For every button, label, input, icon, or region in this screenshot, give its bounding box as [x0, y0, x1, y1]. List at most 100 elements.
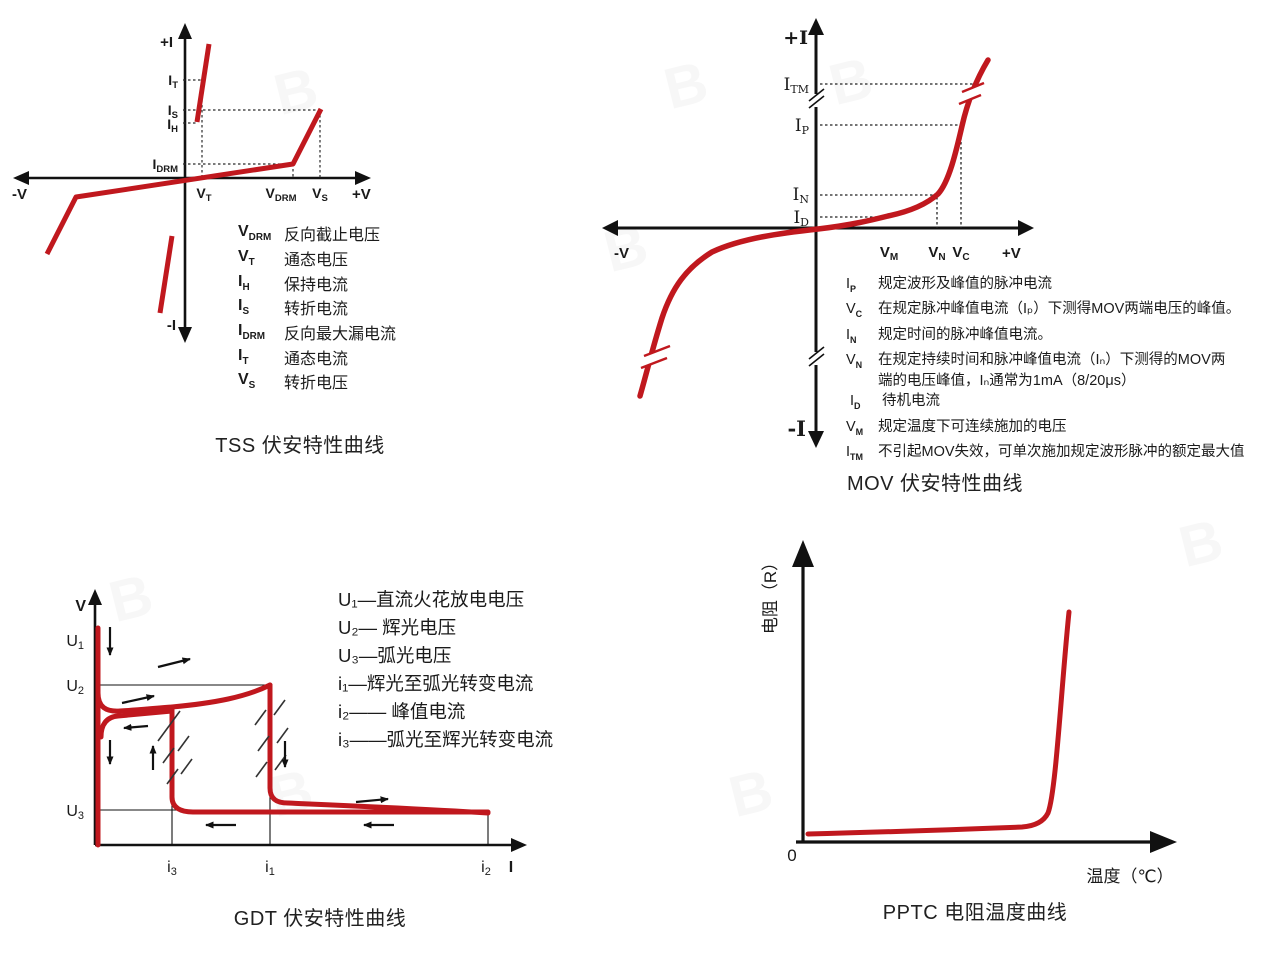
- tss-tick-labels: IT IS IH IDRM VT VDRM VS: [152, 72, 327, 204]
- gdt-tick-labels: U1 U2 U3 i3 i1 i2: [66, 633, 491, 878]
- legend-row: IDRM 反向最大漏电流: [238, 320, 538, 345]
- legend-symbol: V: [846, 418, 856, 435]
- tick-vs: VS: [312, 185, 328, 204]
- tss-plot: +I -I -V +V IT IS IH IDRM VT VDRM VS: [12, 23, 371, 343]
- legend-desc: 规定时间的脉冲峰值电流。: [878, 326, 1052, 343]
- tick-it: IT: [168, 72, 178, 91]
- legend-row: IP 规定波形及峰值的脉冲电流: [846, 274, 1258, 299]
- mov-label-plus-v: +V: [1002, 245, 1021, 262]
- legend-row: VDRM 反向截止电压: [238, 221, 538, 246]
- tick-id: ID: [793, 208, 809, 229]
- legend-row: IN 规定时间的脉冲峰值电流。: [846, 325, 1258, 350]
- mov-y-tick-labels: ITM IP IN ID: [784, 75, 810, 229]
- gdt-label-v: V: [75, 598, 86, 615]
- gdt-axes: [93, 599, 516, 847]
- legend-symbol: I: [238, 346, 243, 364]
- legend-symbol: V: [238, 371, 249, 389]
- legend-row: VT 通态电压: [238, 246, 538, 271]
- mov-curve-break-bottom: [640, 344, 671, 370]
- legend-symbol: I: [846, 276, 851, 292]
- mov-axis-end-labels: +I -I -V +V: [614, 27, 1021, 441]
- tick-vn: VN: [928, 244, 945, 263]
- legend-desc: 不引起MOV失效，可单次施加规定波形脉冲的额定最大值: [878, 443, 1245, 460]
- legend-row: ID 待机电流: [846, 391, 1258, 416]
- legend-desc: 规定波形及峰值的脉冲电流: [878, 276, 1052, 292]
- legend-desc: U₂— 辉光电压: [338, 617, 457, 638]
- legend-desc: 在规定脉冲峰值电流（Iₚ）下测得MOV两端电压的峰值。: [878, 301, 1241, 318]
- legend-symbol-sub: DRM: [242, 331, 266, 343]
- legend-symbol-sub: N: [855, 360, 863, 371]
- mov-legend: IP 规定波形及峰值的脉冲电流 VC 在规定脉冲峰值电流（Iₚ）下测得MOV两端电压…: [846, 274, 1258, 467]
- legend-symbol: I: [846, 326, 851, 343]
- legend-symbol: I: [850, 393, 855, 410]
- legend-symbol-sub: T: [242, 355, 249, 367]
- legend-row: ITM 不引起MOV失效，可单次施加规定波形脉冲的额定最大值: [846, 442, 1258, 467]
- legend-desc: 转折电压: [284, 375, 349, 393]
- legend-symbol: V: [238, 223, 249, 241]
- legend-desc: U₁—直流火花放电电压: [338, 589, 525, 610]
- tick-vt: VT: [196, 185, 211, 204]
- gdt-chart-panel: V I U1 U2 U3 i3 i1 i2 U₁—直流火花放电电压 U₂— 辉光…: [30, 555, 600, 955]
- legend-symbol-sub: N: [850, 334, 857, 345]
- legend-symbol: V: [846, 301, 856, 318]
- mov-label-minus-v: -V: [614, 245, 629, 262]
- arrow-right-icon: [157, 657, 191, 669]
- legend-desc: i₁—辉光至弧光转变电流: [338, 673, 534, 694]
- tss-label-plus-v: +V: [352, 186, 371, 203]
- arrow-up-icon: [178, 23, 192, 39]
- arrow-up-icon: [808, 18, 824, 35]
- mov-plot: +I -I -V +V ITM IP IN ID VM VN VC: [602, 18, 1034, 448]
- arrow-right-icon: [511, 838, 527, 852]
- arrow-up-icon: [792, 540, 814, 567]
- legend-row: IH 保持电流: [238, 270, 538, 295]
- pptc-curve: [805, 609, 1072, 837]
- gdt-axis-end-labels: V I: [75, 598, 513, 876]
- arrow-left-icon: [602, 220, 618, 236]
- legend-symbol: I: [238, 297, 243, 315]
- gdt-hatch-marks: [157, 699, 289, 785]
- arrow-right-icon: [121, 694, 155, 705]
- mov-curve: [637, 57, 991, 399]
- tick-i3: i3: [167, 859, 177, 878]
- legend-row: IT 通态电流: [238, 344, 538, 369]
- legend-symbol-sub: S: [248, 380, 256, 392]
- pptc-y-axis-label: 电阻（R）: [761, 554, 780, 634]
- legend-row: IS 转折电流: [238, 295, 538, 320]
- arrow-right-icon: [1018, 220, 1034, 236]
- arrow-down-icon: [808, 431, 824, 448]
- legend-desc: 通态电压: [284, 252, 349, 270]
- gdt-curve: [95, 625, 491, 848]
- tick-u1: U1: [66, 633, 84, 652]
- legend-symbol-sub: TM: [850, 451, 864, 462]
- tick-u2: U2: [66, 678, 84, 697]
- legend-row: i₃——弧光至辉光转变电流: [338, 726, 598, 754]
- tick-itm: ITM: [784, 75, 809, 96]
- gdt-arc-return: [169, 704, 491, 815]
- gdt-legend: U₁—直流火花放电电压 U₂— 辉光电压 U₃—弧光电压 i₁—辉光至弧光转变电…: [338, 586, 598, 754]
- arrow-right-icon: [1150, 831, 1177, 853]
- tick-vdrm: VDRM: [266, 185, 297, 204]
- gdt-title: GDT 伏安特性曲线: [233, 908, 407, 930]
- tss-title: TSS 伏安特性曲线: [215, 435, 385, 457]
- pptc-chart-panel: 电阻（R） 0 温度（℃） PPTC 电阻温度曲线: [730, 520, 1268, 955]
- legend-desc: U₃—弧光电压: [338, 645, 452, 666]
- legend-desc: 待机电流: [882, 393, 940, 410]
- tss-label-minus-v: -V: [12, 186, 27, 203]
- tick-ih: IH: [167, 116, 178, 135]
- legend-desc: 保持电流: [284, 276, 349, 294]
- pptc-plot: 电阻（R） 0 温度（℃）: [761, 540, 1177, 886]
- mov-x-tick-labels: VM VN VC: [880, 244, 970, 263]
- legend-row: VM 规定温度下可连续施加的电压: [846, 417, 1258, 442]
- gdt-axis-arrowheads: [88, 589, 527, 852]
- legend-desc: 规定温度下可连续施加的电压: [878, 418, 1067, 435]
- tss-onstate-positive: [194, 43, 212, 123]
- tss-axis-end-labels: +I -I -V +V: [12, 34, 371, 334]
- tick-is: IS: [168, 102, 178, 121]
- legend-row: U₃—弧光电压: [338, 642, 598, 670]
- pptc-x-axis-label: 温度（℃）: [1086, 867, 1173, 886]
- tss-onstate-negative: [157, 235, 175, 314]
- legend-desc: 通态电流: [284, 350, 349, 368]
- tick-in: IN: [793, 185, 810, 206]
- mov-dotted-guides: [820, 83, 974, 228]
- legend-desc: 在规定持续时间和脉冲峰值电流（Iₙ）下测得的MOV两: [878, 352, 1226, 369]
